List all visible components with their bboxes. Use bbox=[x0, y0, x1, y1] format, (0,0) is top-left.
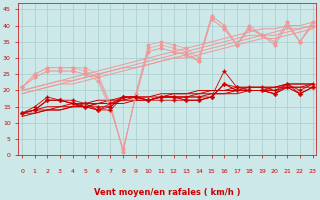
X-axis label: Vent moyen/en rafales ( km/h ): Vent moyen/en rafales ( km/h ) bbox=[94, 188, 241, 197]
